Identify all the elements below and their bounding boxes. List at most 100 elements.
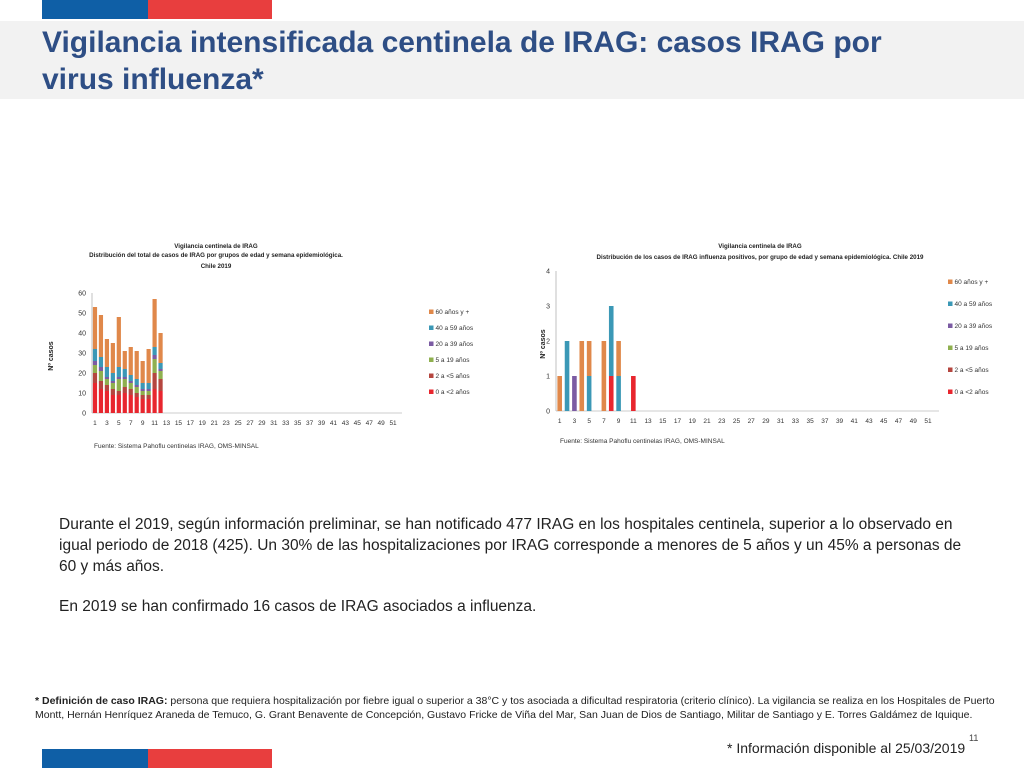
bar-segment: [152, 299, 157, 347]
bar-segment: [158, 379, 163, 391]
bar-segment: [152, 373, 157, 389]
x-tick-label: 11: [151, 420, 158, 427]
y-tick-label: 2: [546, 339, 550, 346]
bar-segment: [152, 389, 157, 413]
bar-segment: [104, 391, 110, 413]
y-tick-label: 30: [78, 351, 86, 358]
legend-label: 40 a 59 años: [436, 325, 474, 332]
x-tick-label: 37: [306, 420, 314, 427]
chart-total-cases: Vigilancia centinela de IRAG Distribución…: [46, 240, 506, 456]
bar-segment: [92, 349, 98, 361]
chart-source: Fuente: Sistema Pahoflu centinelas IRAG,…: [94, 443, 259, 450]
bar-segment: [152, 359, 157, 373]
bar-segment: [146, 395, 151, 399]
legend-swatch: [429, 325, 434, 330]
bottom-brand-bar-blue: [42, 749, 148, 768]
legend-label: 5 a 19 años: [436, 357, 471, 364]
x-tick-label: 33: [792, 418, 800, 425]
x-tick-label: 23: [718, 418, 726, 425]
chart-title-line: Distribución de los casos de IRAG influe…: [597, 254, 925, 261]
chart-title-line: Vigilancia centinela de IRAG: [174, 243, 258, 250]
x-tick-label: 7: [602, 418, 606, 425]
bar-segment: [146, 389, 151, 391]
bar-segment: [152, 355, 157, 359]
bar-segment: [158, 371, 163, 379]
info-availability-note: * Información disponible al 25/03/2019: [727, 740, 966, 756]
legend-label: 0 a <2 años: [955, 389, 990, 396]
x-tick-label: 21: [211, 420, 219, 427]
bar-segment: [586, 376, 592, 411]
y-tick-label: 3: [546, 304, 550, 311]
bar-segment: [110, 395, 115, 413]
bar-segment: [140, 361, 145, 383]
bar-segment: [104, 377, 110, 379]
bar-segment: [134, 379, 139, 385]
bar-segment: [98, 381, 104, 389]
bar-segment: [110, 381, 115, 383]
bar-segment: [110, 383, 115, 389]
bar-segment: [92, 373, 98, 383]
x-tick-label: 27: [748, 418, 756, 425]
chart-title-line: Distribución del total de casos de IRAG …: [89, 252, 343, 259]
y-tick-label: 10: [78, 391, 86, 398]
bar-segment: [146, 349, 151, 383]
bar-segment: [134, 387, 139, 393]
x-tick-label: 3: [573, 418, 577, 425]
bar-segment: [608, 306, 614, 376]
bar-segment: [158, 363, 163, 369]
y-tick-label: 4: [546, 269, 550, 276]
bar-segment: [158, 391, 163, 413]
bar-segment: [92, 361, 98, 365]
x-tick-label: 47: [895, 418, 903, 425]
x-tick-label: 25: [234, 420, 242, 427]
bar-segment: [110, 373, 115, 381]
y-tick-label: 0: [546, 409, 550, 416]
x-tick-label: 21: [703, 418, 711, 425]
bar-segment: [122, 379, 127, 387]
x-tick-label: 9: [617, 418, 621, 425]
chart-title-line: Vigilancia centinela de IRAG: [718, 243, 802, 250]
bar-segment: [128, 395, 133, 413]
legend-swatch: [948, 389, 953, 394]
bar-segment: [104, 367, 110, 377]
x-tick-label: 5: [117, 420, 121, 427]
legend-label: 40 a 59 años: [955, 301, 993, 308]
x-tick-label: 25: [733, 418, 741, 425]
x-tick-label: 43: [865, 418, 873, 425]
top-brand-bar-blue: [42, 0, 148, 19]
legend-label: 2 a <5 años: [955, 367, 990, 374]
x-tick-label: 15: [175, 420, 183, 427]
x-tick-label: 9: [141, 420, 145, 427]
bar-segment: [104, 339, 110, 367]
bar-segment: [140, 383, 145, 389]
x-tick-label: 51: [389, 420, 397, 427]
summary-paragraph: Durante el 2019, según información preli…: [59, 516, 962, 575]
bar-segment: [616, 376, 621, 411]
x-tick-label: 23: [223, 420, 231, 427]
bar-segment: [586, 341, 592, 376]
bar-segment: [116, 379, 121, 391]
bar-segment: [116, 317, 121, 367]
x-tick-label: 19: [199, 420, 207, 427]
bar-segment: [122, 393, 127, 413]
bar-segment: [608, 376, 614, 411]
bar-segment: [134, 397, 139, 413]
chart-total-cases-svg: Vigilancia centinela de IRAG Distribución…: [48, 243, 474, 450]
y-tick-label: 20: [78, 371, 86, 378]
bar-segment: [98, 371, 104, 381]
bar-segment: [146, 399, 151, 413]
bar-segment: [122, 377, 127, 379]
bar-segment: [140, 391, 145, 395]
x-tick-label: 33: [282, 420, 290, 427]
bar-segment: [92, 383, 98, 413]
x-tick-label: 17: [187, 420, 195, 427]
legend-swatch: [429, 373, 434, 378]
bar-segment: [92, 307, 98, 349]
bottom-brand-bar-red: [148, 749, 272, 768]
x-tick-label: 3: [105, 420, 109, 427]
bar-segment: [631, 376, 636, 411]
legend-label: 60 años y +: [436, 309, 470, 316]
x-tick-label: 13: [163, 420, 171, 427]
x-tick-label: 51: [924, 418, 932, 425]
page-title: Vigilancia intensificada centinela de IR…: [42, 26, 882, 96]
